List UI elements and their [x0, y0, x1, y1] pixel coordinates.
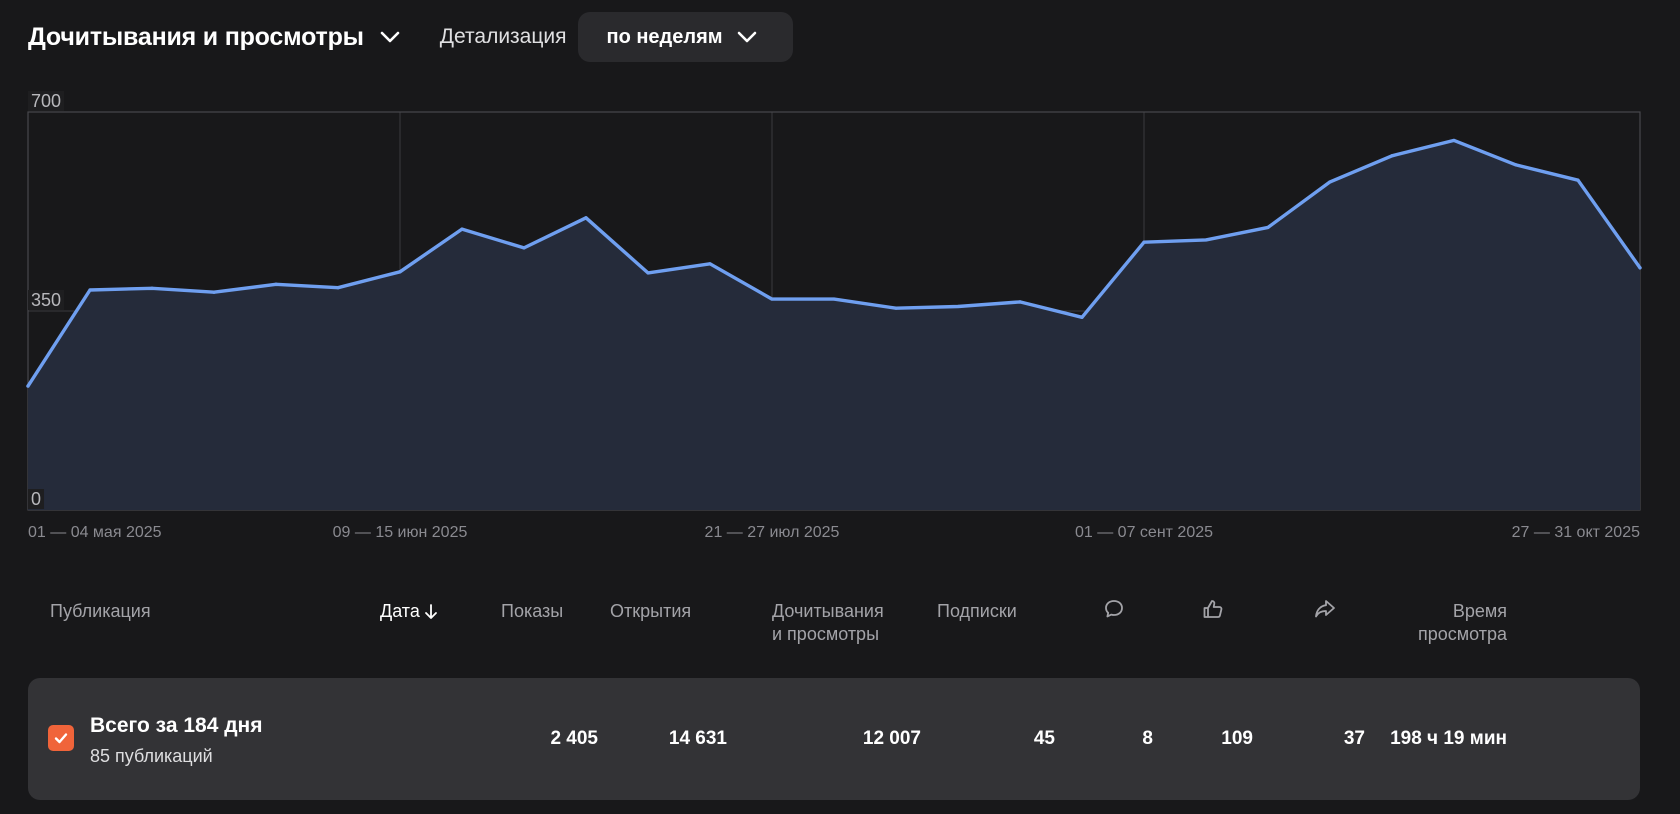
- header-reads[interactable]: Дочитывания и просмотры: [772, 600, 884, 646]
- y-tick-label: 350: [31, 290, 61, 310]
- data-point-9: [584, 216, 588, 220]
- data-point-2: [150, 286, 154, 290]
- data-point-22: [1390, 154, 1394, 158]
- header-time-line1: Время: [1452, 601, 1507, 621]
- data-point-17: [1080, 315, 1084, 319]
- x-tick-label: 01 — 04 мая 2025: [28, 524, 162, 541]
- header-watch-time[interactable]: Время просмотра: [1418, 600, 1507, 646]
- data-point-15: [956, 304, 960, 309]
- data-point-14: [894, 306, 898, 310]
- header-time-line2: просмотра: [1417, 624, 1507, 644]
- data-point-25: [1576, 178, 1580, 182]
- table-row-total[interactable]: Всего за 184 дня 85 публикаций 2 405 14 …: [28, 678, 1640, 800]
- data-point-24: [1514, 163, 1518, 167]
- data-point-7: [460, 227, 464, 231]
- data-point-18: [1142, 240, 1146, 244]
- data-point-12: [770, 297, 774, 301]
- total-opens: 14 631: [668, 728, 727, 749]
- header-subscriptions[interactable]: Подписки: [937, 601, 1017, 621]
- detail-select-value: по неделям: [606, 25, 723, 48]
- data-point-6: [398, 270, 402, 274]
- chevron-down-icon: [735, 25, 759, 49]
- data-point-8: [522, 246, 526, 250]
- data-point-10: [646, 271, 650, 275]
- data-point-26: [1638, 266, 1642, 270]
- data-point-19: [1204, 238, 1208, 242]
- data-point-21: [1328, 180, 1332, 184]
- x-tick-label: 09 — 15 июн 2025: [333, 524, 468, 541]
- y-tick-label-bg: [28, 290, 65, 310]
- data-point-11: [708, 262, 712, 266]
- y-tick-label: 0: [31, 489, 41, 509]
- data-point-5: [336, 286, 340, 290]
- header-publication[interactable]: Публикация: [50, 601, 151, 621]
- total-impressions: 2 405: [550, 728, 598, 749]
- data-points: [26, 138, 1642, 388]
- arrow-down-icon: [424, 603, 437, 619]
- data-point-4: [274, 282, 278, 286]
- total-watch-time: 198 ч 19 мин: [1390, 728, 1507, 749]
- total-likes: 109: [1221, 728, 1253, 749]
- table-header: Публикация Дата Показы Открытия Дочитыва…: [0, 590, 1680, 670]
- header-impressions[interactable]: Показы: [501, 601, 564, 621]
- data-point-16: [1018, 300, 1022, 304]
- line-chart: 700 350 0 01 — 04 мая 2025 09 — 15 июн 2025 2…: [26, 91, 1642, 541]
- chevron-down-icon[interactable]: [378, 24, 404, 50]
- check-icon: [54, 733, 68, 744]
- y-tick-label-bg: [28, 91, 65, 111]
- y-tick-label-bg: [28, 489, 45, 509]
- total-shares: 37: [1343, 728, 1365, 749]
- select-all-checkbox[interactable]: [48, 725, 74, 751]
- data-point-23: [1452, 138, 1456, 143]
- y-tick-label: 700: [31, 91, 61, 111]
- detail-select[interactable]: по неделям: [578, 12, 793, 62]
- total-subtitle: 85 публикаций: [90, 746, 213, 766]
- total-title: Всего за 184 дня: [90, 714, 263, 737]
- data-point-20: [1266, 225, 1270, 230]
- x-tick-label: 27 — 31 окт 2025: [1512, 524, 1640, 541]
- chart-title: Дочитывания и просмотры: [28, 22, 364, 51]
- data-point-0: [26, 384, 30, 388]
- x-tick-label: 01 — 07 сент 2025: [1075, 524, 1213, 541]
- like-icon[interactable]: [1201, 598, 1225, 625]
- header-opens[interactable]: Открытия: [610, 601, 692, 621]
- x-tick-label: 21 — 27 июл 2025: [705, 524, 840, 541]
- total-comments: 8: [1142, 728, 1153, 749]
- series-area: [28, 140, 1640, 510]
- header-date[interactable]: Дата: [380, 600, 439, 623]
- total-reads: 12 007: [862, 728, 921, 749]
- detail-label: Детализация: [439, 25, 567, 48]
- data-point-13: [832, 297, 836, 301]
- header-reads-line1: Дочитывания: [772, 601, 884, 621]
- header-reads-line2: и просмотры: [772, 624, 880, 644]
- share-icon[interactable]: [1313, 598, 1337, 625]
- axis-labels: 700 350 0 01 — 04 мая 2025 09 — 15 июн 2025 2…: [28, 91, 1640, 541]
- header-date-label: Дата: [380, 601, 420, 621]
- chart-header: Дочитывания и просмотры Детализация по н…: [28, 12, 793, 62]
- data-point-1: [88, 288, 92, 292]
- data-point-3: [212, 290, 216, 294]
- total-subscriptions: 45: [1033, 728, 1055, 749]
- comment-icon[interactable]: [1103, 598, 1125, 625]
